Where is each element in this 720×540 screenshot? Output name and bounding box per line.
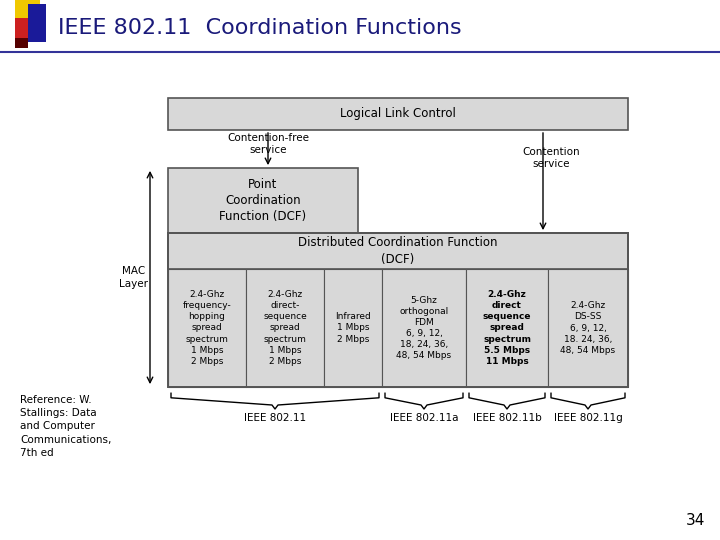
Text: Distributed Coordination Function
(DCF): Distributed Coordination Function (DCF) — [298, 237, 498, 266]
Bar — [168, 269, 246, 387]
Text: 2.4-Ghz
frequency-
hopping
spread
spectrum
1 Mbps
2 Mbps: 2.4-Ghz frequency- hopping spread spectr… — [183, 290, 231, 366]
Text: 2.4-Ghz
direct-
sequence
spread
spectrum
1 Mbps
2 Mbps: 2.4-Ghz direct- sequence spread spectrum… — [263, 290, 307, 366]
Bar — [466, 269, 548, 387]
Text: IEEE 802.11a: IEEE 802.11a — [390, 413, 458, 423]
Bar — [15, 38, 28, 48]
Text: Reference: W.
Stallings: Data
and Computer
Communications,
7th ed: Reference: W. Stallings: Data and Comput… — [20, 395, 112, 458]
Text: 34: 34 — [685, 513, 705, 528]
Bar — [15, 18, 40, 38]
Text: IEEE 802.11: IEEE 802.11 — [244, 413, 306, 423]
Bar — [382, 269, 466, 387]
Text: 2.4-Ghz
DS-SS
6, 9, 12,
18. 24, 36,
48, 54 Mbps: 2.4-Ghz DS-SS 6, 9, 12, 18. 24, 36, 48, … — [560, 301, 616, 355]
Bar — [324, 269, 382, 387]
Text: MAC
Layer: MAC Layer — [120, 266, 148, 289]
Bar — [168, 233, 628, 387]
Text: Contention
service: Contention service — [522, 147, 580, 169]
Text: Contention-free
service: Contention-free service — [227, 133, 309, 155]
Bar — [28, 4, 46, 42]
Bar — [168, 98, 628, 130]
Text: IEEE 802.11b: IEEE 802.11b — [472, 413, 541, 423]
Text: Logical Link Control: Logical Link Control — [340, 107, 456, 120]
Bar — [168, 233, 628, 269]
Bar — [168, 168, 358, 233]
Text: IEEE 802.11g: IEEE 802.11g — [554, 413, 622, 423]
Bar — [548, 269, 628, 387]
Bar — [246, 269, 324, 387]
Text: 5-Ghz
orthogonal
FDM
6, 9, 12,
18, 24, 36,
48, 54 Mbps: 5-Ghz orthogonal FDM 6, 9, 12, 18, 24, 3… — [397, 296, 451, 360]
Bar — [15, 0, 40, 18]
Text: 2.4-Ghz
direct
sequence
spread
spectrum
5.5 Mbps
11 Mbps: 2.4-Ghz direct sequence spread spectrum … — [482, 290, 531, 366]
Text: IEEE 802.11  Coordination Functions: IEEE 802.11 Coordination Functions — [58, 18, 462, 38]
Text: Infrared
1 Mbps
2 Mbps: Infrared 1 Mbps 2 Mbps — [335, 313, 371, 343]
Text: Point
Coordination
Function (DCF): Point Coordination Function (DCF) — [220, 178, 307, 223]
